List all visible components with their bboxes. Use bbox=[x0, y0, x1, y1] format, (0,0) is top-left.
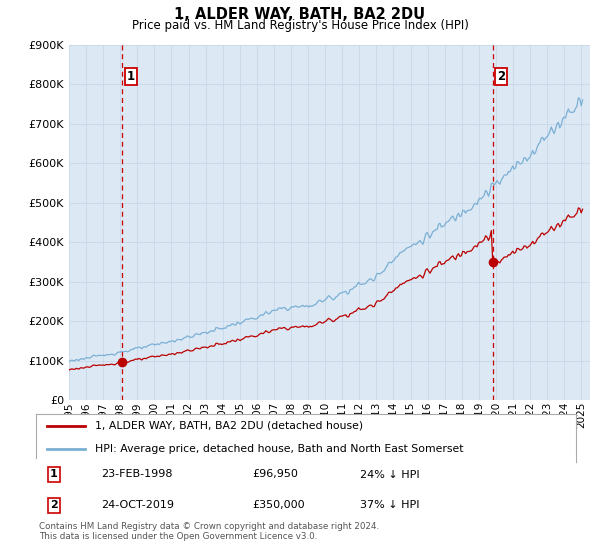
Text: 37% ↓ HPI: 37% ↓ HPI bbox=[360, 500, 419, 510]
Text: HPI: Average price, detached house, Bath and North East Somerset: HPI: Average price, detached house, Bath… bbox=[95, 444, 464, 454]
Text: 1, ALDER WAY, BATH, BA2 2DU (detached house): 1, ALDER WAY, BATH, BA2 2DU (detached ho… bbox=[95, 421, 364, 431]
Text: 1, ALDER WAY, BATH, BA2 2DU: 1, ALDER WAY, BATH, BA2 2DU bbox=[175, 7, 425, 22]
Text: 24-OCT-2019: 24-OCT-2019 bbox=[101, 500, 174, 510]
Text: £96,950: £96,950 bbox=[252, 469, 298, 479]
Text: 1: 1 bbox=[50, 469, 58, 479]
Text: 2: 2 bbox=[50, 500, 58, 510]
Text: £350,000: £350,000 bbox=[252, 500, 305, 510]
Text: 1: 1 bbox=[127, 70, 135, 83]
Text: 2: 2 bbox=[497, 70, 505, 83]
Text: 23-FEB-1998: 23-FEB-1998 bbox=[101, 469, 172, 479]
Text: Contains HM Land Registry data © Crown copyright and database right 2024.
This d: Contains HM Land Registry data © Crown c… bbox=[39, 522, 379, 542]
Text: Price paid vs. HM Land Registry's House Price Index (HPI): Price paid vs. HM Land Registry's House … bbox=[131, 19, 469, 32]
Text: 24% ↓ HPI: 24% ↓ HPI bbox=[360, 469, 419, 479]
